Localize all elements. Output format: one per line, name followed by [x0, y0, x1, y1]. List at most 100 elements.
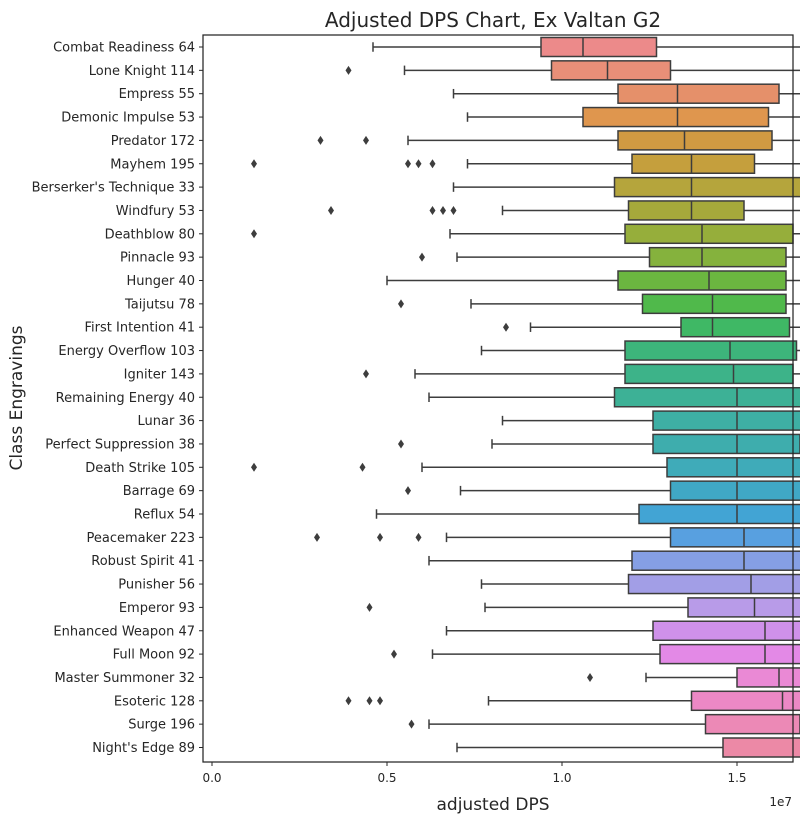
category-label: Night's Edge 89 — [92, 741, 195, 756]
category-label: Empress 55 — [119, 87, 195, 102]
outlier-point — [363, 369, 369, 379]
plot-frame — [202, 34, 794, 763]
iqr-box — [736, 667, 800, 688]
category-label: Taijutsu 78 — [124, 297, 195, 312]
box-row — [386, 270, 800, 291]
iqr-box — [669, 480, 800, 501]
category-label: First Intention 41 — [85, 321, 195, 336]
category-label: Reflux 54 — [134, 508, 195, 523]
box-row — [345, 690, 800, 712]
outlier-point — [450, 205, 457, 215]
category-label: Energy Overflow 103 — [58, 344, 195, 359]
category-label: Windfury 53 — [116, 204, 195, 219]
outlier-point — [587, 672, 593, 682]
box-row — [452, 176, 800, 198]
category-label: Full Moon 92 — [113, 648, 195, 663]
outlier-point — [345, 65, 352, 75]
iqr-box — [617, 270, 787, 291]
y-axis-title: Class Engravings — [7, 325, 27, 470]
outlier-point — [363, 135, 369, 145]
category-label: Master Summoner 32 — [54, 671, 195, 686]
category-label: Perfect Suppression 38 — [45, 437, 195, 452]
x-tick-label: 1.5 — [727, 771, 746, 785]
outlier-point — [251, 159, 257, 169]
box-row — [428, 387, 800, 408]
box-row — [408, 713, 800, 735]
outlier-point — [405, 159, 411, 169]
iqr-box — [582, 106, 770, 128]
category-label: Peacemaker 223 — [87, 531, 195, 546]
iqr-box — [652, 433, 800, 455]
x-tick-label: 1.0 — [552, 771, 571, 785]
box-row — [328, 200, 800, 221]
iqr-box — [648, 246, 787, 268]
iqr-box — [680, 316, 791, 338]
category-label: Robust Spirit 41 — [91, 554, 195, 569]
box-row — [587, 667, 800, 688]
iqr-box — [624, 363, 794, 385]
box-row — [456, 737, 800, 758]
outlier-point — [440, 205, 446, 215]
box-row — [503, 316, 800, 338]
iqr-box — [687, 597, 800, 618]
category-label: Surge 196 — [128, 718, 195, 733]
box-row — [317, 130, 800, 151]
iqr-box — [613, 387, 800, 408]
category-label: Hunger 40 — [126, 274, 195, 289]
iqr-box — [652, 410, 800, 431]
x-axis-multiplier-label: 1e7 — [769, 795, 792, 809]
category-label: Demonic Impulse 53 — [61, 111, 195, 126]
outlier-point — [328, 205, 334, 215]
outlier-point — [429, 159, 436, 169]
outlier-point — [366, 696, 373, 706]
box-row — [466, 106, 800, 128]
box-row — [398, 433, 800, 455]
outlier-point — [359, 462, 366, 472]
category-label: Berserker's Technique 33 — [32, 181, 195, 196]
iqr-box — [659, 643, 800, 665]
outlier-point — [251, 462, 257, 472]
outlier-point — [317, 135, 324, 145]
iqr-box — [617, 83, 780, 104]
outlier-point — [251, 229, 257, 239]
iqr-box — [627, 200, 745, 221]
category-label: Pinnacle 93 — [120, 251, 195, 266]
outlier-point — [415, 159, 422, 169]
iqr-box — [631, 153, 756, 174]
outlier-point — [419, 252, 425, 262]
box-row — [405, 480, 800, 501]
iqr-box — [617, 130, 773, 151]
category-label: Lunar 36 — [138, 414, 195, 429]
x-tick-label: 0.0 — [202, 771, 221, 785]
outlier-point — [314, 532, 320, 542]
box-row — [372, 36, 800, 58]
box-row — [251, 223, 800, 245]
box-row — [398, 293, 800, 315]
iqr-box — [613, 176, 800, 198]
category-label: Esoteric 128 — [114, 694, 195, 709]
outlier-point — [415, 532, 422, 542]
box-row — [251, 153, 800, 174]
box-row — [419, 246, 800, 268]
outlier-point — [405, 486, 411, 496]
category-label: Barrage 69 — [123, 484, 195, 499]
iqr-box — [690, 690, 800, 712]
outlier-point — [377, 696, 383, 706]
box-row — [314, 527, 800, 548]
x-axis-title: adjusted DPS — [436, 795, 549, 815]
category-label: Predator 172 — [111, 134, 195, 149]
category-label: Enhanced Weapon 47 — [53, 624, 195, 639]
outlier-point — [366, 602, 373, 612]
outlier-point — [398, 299, 404, 309]
outlier-point — [345, 696, 352, 706]
box-row — [366, 597, 800, 618]
iqr-box — [722, 737, 800, 758]
iqr-box — [641, 293, 787, 315]
iqr-box — [550, 60, 672, 81]
iqr-box — [704, 713, 800, 735]
iqr-box — [652, 620, 800, 641]
outlier-point — [429, 205, 436, 215]
box-row — [251, 457, 800, 478]
outlier-point — [398, 439, 404, 449]
